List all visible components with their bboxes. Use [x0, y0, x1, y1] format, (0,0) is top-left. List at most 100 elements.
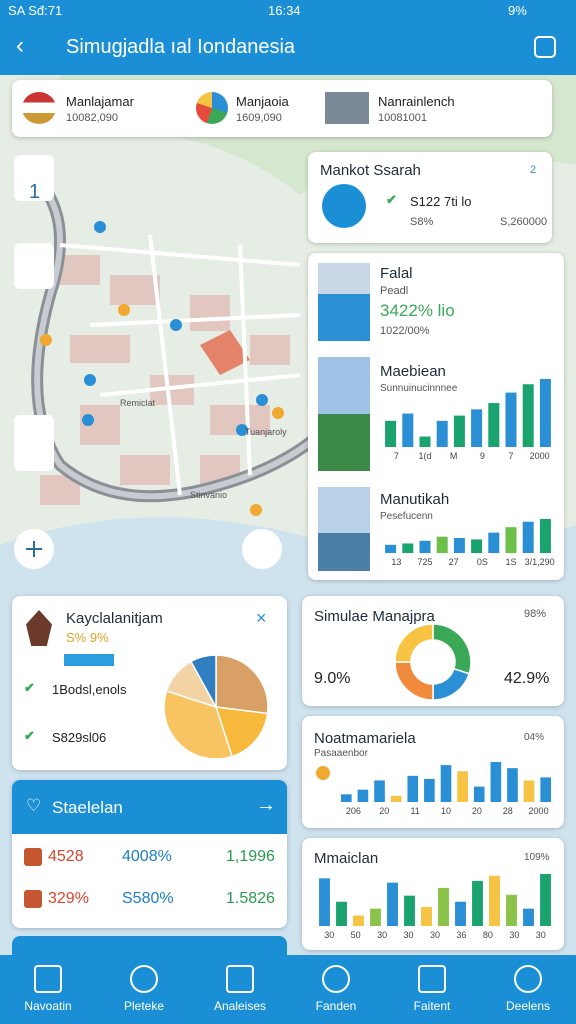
bar [453, 415, 465, 447]
axis-label: 27 [449, 557, 459, 567]
nav-item[interactable]: Navoatin [0, 955, 96, 1024]
donut-card: Simulae Manajpra 98% 9.0% 42.9% [302, 596, 564, 706]
card-subtitle: Pasaaenbor [314, 748, 368, 759]
map-control[interactable] [14, 243, 54, 289]
nav-item[interactable]: Fanden [288, 955, 384, 1024]
back-button[interactable]: ‹ [16, 32, 24, 59]
bar [402, 413, 414, 447]
badge: 109% [524, 852, 550, 863]
streets [59, 234, 301, 496]
bar [385, 420, 397, 447]
bar [455, 901, 466, 926]
map-control[interactable] [14, 155, 54, 201]
battery: 9% [508, 3, 527, 18]
detail-card: Falal Peadl 3422% lio 1022/00% Maebiean … [308, 253, 564, 580]
bar [385, 544, 397, 553]
card-title: Kayclalanitjam [66, 610, 163, 627]
market-icon [322, 184, 366, 228]
bar [319, 878, 330, 926]
bar [489, 875, 500, 926]
bar [523, 780, 535, 802]
axis-label: 11 [410, 806, 419, 816]
bar [505, 392, 517, 447]
bar-chart: 30 50 30 30 30 36 80 30 30 [319, 874, 551, 940]
slice [215, 654, 269, 715]
strip-name: Manlajamar [66, 94, 134, 109]
card-subtitle: S% 9% [66, 630, 109, 645]
bar [357, 789, 369, 802]
notification-icon[interactable] [534, 36, 556, 58]
donut-right: 42.9% [504, 670, 550, 687]
bar [387, 882, 398, 926]
bar [402, 543, 414, 553]
bar [505, 527, 517, 553]
axis-label: 20 [379, 806, 389, 816]
market-card[interactable]: Mankot Ssarah 2 ✔ S122 7ti lo S8% S,2600… [308, 152, 552, 243]
page-title: Simugjadla ıal Iondanesia [66, 36, 296, 58]
row-icon [24, 890, 42, 908]
pie-chart [163, 654, 269, 760]
bar-chart: 206 20 11 10 20 28 2000 [340, 762, 552, 816]
bar [523, 908, 534, 926]
nav-icon [418, 965, 446, 993]
bar [419, 540, 431, 553]
nav-label: Deelens [505, 999, 551, 1013]
bar [424, 778, 435, 802]
nav-label: Navoatin [24, 999, 72, 1013]
bar [522, 521, 534, 553]
axis-label: 30 [324, 930, 334, 940]
nav-label: Analeises [213, 999, 267, 1013]
bar [488, 532, 500, 553]
top-strip: Manlajamar 10082,090 Manjaoia 1609,090 N… [12, 80, 552, 137]
nav-item[interactable]: Deelens [480, 955, 576, 1024]
header-bar [0, 0, 576, 75]
axis-label: 2000 [530, 451, 550, 461]
market-line: S122 7ti lo [410, 194, 472, 209]
card-subtitle: Pesefucenn [380, 511, 433, 522]
bar [473, 786, 485, 802]
check-icon: ✔ [24, 680, 35, 695]
nav-icon [322, 965, 350, 993]
axis-label: 10 [441, 806, 451, 816]
axis-label: 36 [456, 930, 466, 940]
axis-label: 30 [536, 930, 546, 940]
map-label: Stinvanio [190, 490, 228, 500]
heart-icon: ♡ [26, 796, 42, 815]
bar [522, 384, 534, 447]
stat-card: ♡ Staelelan → 4528 4008% 1,1996 329% S58… [12, 780, 287, 928]
clock: 16:34 [268, 3, 301, 18]
badge: 04% [524, 732, 545, 743]
forward-button[interactable]: → [256, 794, 276, 816]
flag-icon [196, 92, 228, 124]
map-control[interactable] [14, 415, 54, 471]
bar [540, 874, 551, 926]
bar [471, 539, 483, 553]
nav-item[interactable]: Faitent [384, 955, 480, 1024]
bar [457, 771, 468, 802]
donut-left: 9.0% [314, 670, 351, 687]
market-line: S8% [410, 216, 434, 228]
falal-sub: 1022/00% [380, 325, 430, 337]
pie-card: Kayclalanitjam × S% 9% ✔ 1Bodsl,enols ✔ … [12, 596, 287, 770]
card-title: Maebiean [380, 363, 446, 380]
bar [438, 887, 449, 926]
axis-label: 28 [503, 806, 513, 816]
map-pins-orange [40, 304, 284, 516]
photo-thumb [318, 263, 370, 341]
bar [539, 379, 551, 447]
locate-button[interactable] [242, 529, 282, 569]
axis-label: 1S [505, 557, 516, 567]
axis-label: 13 [391, 557, 401, 567]
badge: 2 [530, 164, 537, 176]
bar [440, 765, 452, 802]
check-icon: ✔ [386, 192, 397, 207]
nav-item[interactable]: Analeises [192, 955, 288, 1024]
axis-label: 725 [417, 557, 432, 567]
plus-icon [26, 541, 42, 557]
nav-item[interactable]: Pleteke [96, 955, 192, 1024]
bar [404, 895, 415, 926]
nav-icon [226, 965, 254, 993]
donut-chart [394, 623, 472, 701]
close-button[interactable]: × [256, 608, 267, 628]
slice [432, 667, 471, 701]
